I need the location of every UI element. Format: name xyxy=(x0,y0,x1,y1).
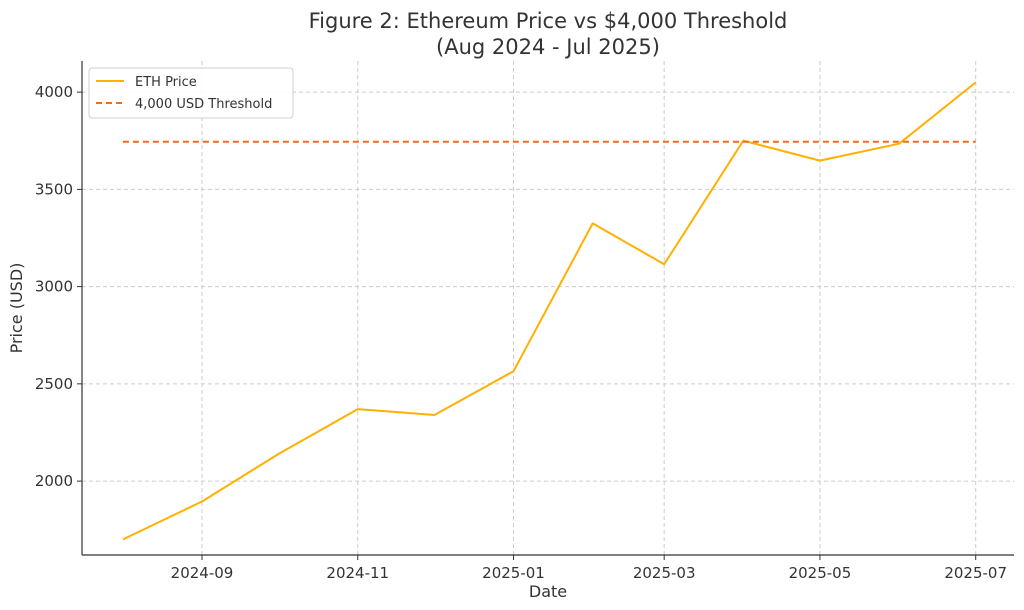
y-tick-label: 3000 xyxy=(35,278,73,296)
eth-price-line xyxy=(122,81,977,541)
y-axis-label: Price (USD) xyxy=(7,263,26,354)
axes xyxy=(81,61,1014,556)
grid xyxy=(82,61,1014,555)
x-tick-label: 2025-07 xyxy=(944,564,1007,582)
legend-box xyxy=(88,67,294,119)
x-tick-label: 2024-11 xyxy=(326,564,389,582)
legend: ETH Price 4,000 USD Threshold xyxy=(88,67,294,119)
y-tick-label: 4000 xyxy=(35,83,73,101)
x-tick-label: 2025-01 xyxy=(482,564,545,582)
legend-label-eth-price: ETH Price xyxy=(135,75,197,90)
chart-title: Figure 2: Ethereum Price vs $4,000 Thres… xyxy=(309,9,788,33)
ticks: 2024-09 2024-11 2025-01 2025-03 2025-05 2025-… xyxy=(35,83,1007,582)
series-layer xyxy=(122,81,977,541)
legend-label-threshold: 4,000 USD Threshold xyxy=(135,97,272,112)
x-tick-label: 2025-05 xyxy=(789,564,852,582)
x-tick-label: 2025-03 xyxy=(633,564,696,582)
y-tick-label: 2000 xyxy=(35,472,73,490)
y-tick-label: 3500 xyxy=(35,180,73,198)
x-tick-label: 2024-09 xyxy=(171,564,234,582)
chart-subtitle: (Aug 2024 - Jul 2025) xyxy=(436,35,660,59)
y-tick-label: 2500 xyxy=(35,375,73,393)
x-axis-label: Date xyxy=(529,582,567,601)
